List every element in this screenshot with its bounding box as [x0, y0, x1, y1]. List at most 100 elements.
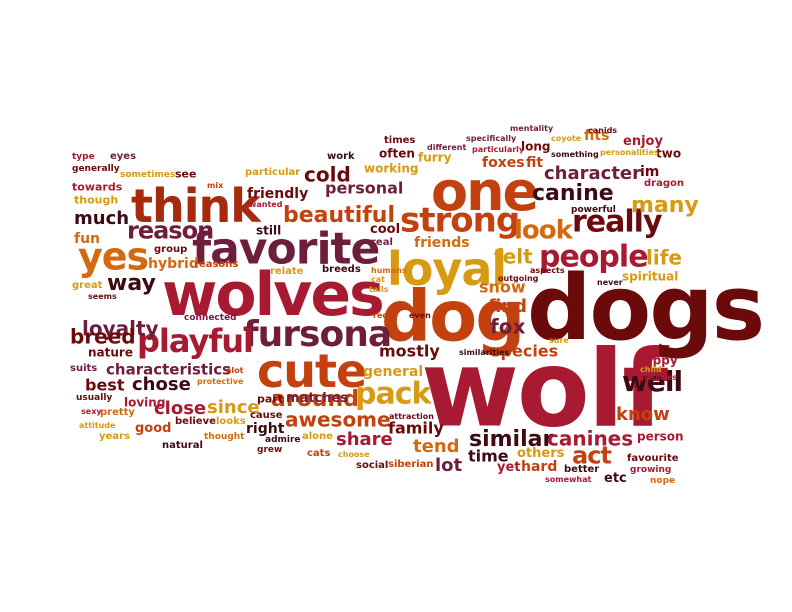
word-family: family	[388, 418, 444, 438]
word-around: around	[271, 386, 359, 412]
word-alot: alot	[226, 365, 244, 375]
word-hard: hard	[521, 459, 558, 476]
word-favourite: favourite	[627, 453, 679, 465]
word-great: great	[72, 280, 103, 292]
word-cool: cool	[370, 221, 401, 237]
word-know: know	[616, 403, 670, 425]
word-sexy: sexy	[81, 406, 102, 416]
word-dog: dog	[381, 275, 525, 358]
word-wanted: wanted	[249, 199, 283, 209]
word-friendly: friendly	[247, 186, 309, 203]
word-fursona: fursona	[243, 313, 392, 355]
word-dragon: dragon	[644, 178, 684, 190]
word-tails: tails	[369, 284, 389, 294]
word-cute: cute	[257, 344, 367, 399]
word-thought: thought	[204, 431, 245, 442]
word-act: act	[572, 441, 612, 470]
word-find: find	[488, 295, 528, 317]
word-red: red	[373, 310, 389, 320]
word-better: better	[564, 464, 600, 476]
word-chose: chose	[132, 373, 191, 395]
word-still: still	[256, 223, 282, 238]
word-alone: alone	[302, 431, 333, 443]
word-wolves: wolves	[162, 260, 385, 331]
word-people: people	[539, 239, 649, 275]
word-mix: mix	[207, 180, 224, 190]
word-though: though	[74, 193, 119, 207]
word-even: even	[409, 310, 431, 320]
word-beautiful: beautiful	[283, 202, 396, 228]
word-times: times	[384, 135, 416, 147]
word-close: close	[154, 397, 207, 419]
word-grew: grew	[257, 444, 283, 455]
word-fits: fits	[584, 128, 610, 145]
word-towards: towards	[72, 180, 123, 194]
word-breed: breed	[70, 324, 136, 349]
word-aspects: aspects	[530, 265, 565, 275]
word-canine: canine	[532, 180, 614, 206]
word-good: good	[135, 420, 172, 436]
word-work: work	[327, 151, 355, 163]
word-snow: snow	[479, 277, 526, 297]
word-part: part	[257, 392, 283, 406]
word-furry: furry	[418, 150, 452, 165]
word-choose: choose	[338, 449, 370, 459]
word-attraction: attraction	[389, 411, 434, 421]
word-sometimes: sometimes	[120, 169, 176, 180]
word-years: years	[99, 431, 130, 443]
word-long: long	[521, 139, 551, 154]
word-breeds: breeds	[322, 264, 361, 276]
word-foxes: foxes	[482, 155, 525, 172]
word-cold: cold	[304, 162, 351, 187]
word-playful: playful	[137, 322, 254, 361]
word-wolf: wolf	[421, 327, 668, 451]
word-cause: cause	[250, 410, 283, 422]
word-similar: similar	[469, 426, 554, 452]
word-life: life	[646, 245, 682, 270]
word-share: share	[336, 428, 393, 450]
word-humans: humans	[371, 265, 407, 275]
word-loyalty: loyalty	[82, 316, 159, 341]
word-fit: fit	[526, 155, 544, 172]
word-pack: pack	[355, 376, 431, 412]
word-somewhat: somewhat	[545, 474, 592, 484]
word-canids: canids	[588, 125, 618, 135]
word-best: best	[85, 375, 125, 395]
word-protective: protective	[197, 376, 244, 386]
word-right: right	[246, 421, 285, 438]
word-loving: loving	[124, 395, 166, 410]
word-think: think	[131, 179, 261, 234]
word-real: real	[371, 237, 393, 249]
word-cats: cats	[307, 448, 331, 460]
word-relate: relate	[270, 266, 304, 278]
word-suits: suits	[70, 363, 98, 375]
word-reasons: reasons	[194, 259, 239, 271]
word-look: look	[514, 215, 573, 246]
word-group: group	[154, 244, 188, 256]
word-often: often	[379, 146, 415, 161]
word-loyal: loyal	[387, 242, 507, 297]
word-personal: personal	[325, 178, 404, 198]
word-particularly: particularly	[472, 144, 525, 154]
word-something: something	[551, 149, 599, 159]
word-different: different	[427, 142, 467, 152]
word-enjoy: enjoy	[623, 133, 663, 149]
word-cat: cat	[371, 274, 385, 284]
word-character: character	[544, 162, 642, 184]
word-tend: tend	[413, 435, 460, 457]
word-mentality: mentality	[510, 123, 554, 133]
word-reason: reason	[127, 216, 214, 245]
word-admire: admire	[265, 434, 301, 445]
word-dogs: dogs	[527, 255, 765, 361]
word-really: really	[572, 204, 663, 240]
word-nope: nope	[650, 475, 676, 486]
word-attitude: attitude	[79, 420, 116, 430]
word-growing: growing	[630, 464, 672, 475]
word-since: since	[207, 396, 260, 418]
word-believe: believe	[175, 416, 216, 428]
word-etc: etc	[604, 470, 627, 486]
word-person: person	[637, 429, 684, 444]
word-connected: connected	[184, 312, 237, 323]
word-friends: friends	[414, 235, 470, 252]
